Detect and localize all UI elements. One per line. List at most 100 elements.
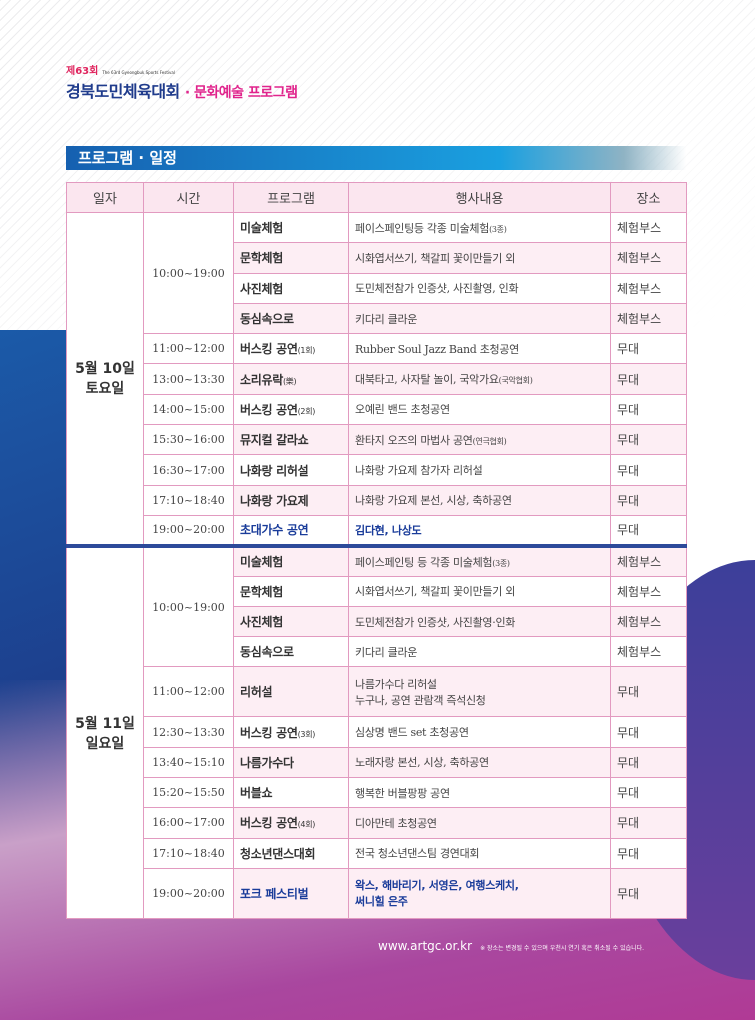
- table-row: 5월 11일 일요일 10:00~19:00 미술체험 페이스페인팅 등 각종 미술체험…: [66, 543, 687, 919]
- venue-cell: 무대: [610, 716, 687, 748]
- program-name: 미술체험: [240, 555, 283, 570]
- program-name: 사진체험: [240, 281, 283, 296]
- table-row: 19:00~20:00 포크 페스티벌 왁스, 해바리기, 서영은, 여행스케치, 써…: [67, 867, 687, 919]
- content-text-line2: 누구나, 공연 관람객 즉석신청: [355, 693, 486, 707]
- content-cell: Rubber Soul Jazz Band 초청공연: [348, 333, 611, 365]
- program-name: 문학체험: [240, 584, 283, 599]
- content-text: 시화엽서쓰기, 책갈피 꽃이만들기 외: [355, 251, 516, 265]
- column-header: 일자: [66, 182, 144, 213]
- program-name: 버스킹 공연: [240, 342, 298, 357]
- venue-cell: 무대: [610, 424, 687, 456]
- program-cell: 동심속으로: [233, 302, 349, 335]
- column-header: 프로그램: [233, 182, 349, 213]
- content-text: 왁스, 해바리기, 서영은, 여행스케치,: [355, 879, 519, 893]
- content-text: 도민체전참가 인증샷, 사진촬영·인화: [355, 615, 516, 629]
- program-cell: 버스킹 공연(2회): [233, 393, 349, 426]
- content-cell: 나화랑 가요제 참가자 리허설: [348, 454, 611, 486]
- program-name: 동심속으로: [240, 312, 294, 327]
- content-cell: 페이스페인팅 등 각종 미술체험(3종): [348, 543, 611, 577]
- content-cell: 전국 청소년댄스팀 경연대회: [348, 837, 611, 869]
- program-cell: 포크 페스티벌: [233, 867, 349, 919]
- footer-note: ※ 장소는 변경될 수 있으며 우천시 연기 혹은 취소될 수 있습니다.: [480, 945, 645, 952]
- program-note: (樂): [282, 376, 297, 386]
- time-cell: 19:00~20:00: [143, 867, 234, 919]
- content-cell: 도민체전참가 인증샷, 사진촬영, 인화: [348, 272, 611, 304]
- footer: www.artgc.or.kr ※ 장소는 변경될 수 있으며 우천시 연기 혹은…: [378, 939, 708, 953]
- content-text: 키다리 클라운: [355, 312, 418, 326]
- content-text: 김다현, 나상도: [355, 523, 422, 537]
- program-name: 리허설: [240, 685, 273, 700]
- content-cell: 시화엽서쓰기, 책갈피 꽃이만들기 외: [348, 575, 611, 607]
- program-name: 버스킹 공연: [240, 402, 298, 417]
- program-name: 나름가수다: [240, 755, 294, 770]
- venue-cell: 체험부스: [610, 211, 687, 244]
- schedule-table: 일자 시간 프로그램 행사내용 장소 5월 10일 토요일 10:00~19:00 미술체험 페…: [66, 182, 687, 919]
- table-row: 15:20~15:50 버블쇼 행복한 버블팡팡 공연 무대: [67, 777, 687, 809]
- table-row: 17:10~18:40 청소년댄스대회 전국 청소년댄스팀 경연대회 무대: [67, 837, 687, 869]
- program-cell: 소리유락(樂): [233, 363, 349, 395]
- program-cell: 뮤지컬 갈라쇼: [233, 424, 349, 456]
- date-cell: 5월 10일 토요일: [66, 211, 144, 547]
- program-cell: 초대가수 공연: [233, 514, 349, 547]
- venue-cell: 무대: [610, 393, 687, 426]
- program-name: 버블쇼: [240, 786, 273, 801]
- content-text: 시화엽서쓰기, 책갈피 꽃이만들기 외: [355, 585, 516, 599]
- program-cell: 버스킹 공연(4회): [233, 807, 349, 839]
- content-text-line2: 써니힐 은주: [355, 895, 408, 909]
- venue-cell: 체험부스: [610, 272, 687, 304]
- time-cell: 13:00~13:30: [143, 363, 234, 395]
- content-cell: 오예린 밴드 초청공연: [348, 393, 611, 426]
- content-text: 나름가수다 리허설: [355, 677, 437, 691]
- table-row: 15:30~16:00 뮤지컬 갈라쇼 환타지 오즈의 마법사 공연(연극협회) 무대: [67, 424, 687, 456]
- time-cell: 17:10~18:40: [143, 484, 234, 516]
- venue-cell: 무대: [610, 454, 687, 486]
- venue-cell: 무대: [610, 333, 687, 365]
- content-cell: 키다리 클라운: [348, 636, 611, 668]
- table-row: 5월 10일 토요일 10:00~19:00 미술체험 페이스페인팅등 각종 미술체험(…: [66, 211, 687, 547]
- program-cell: 동심속으로: [233, 636, 349, 668]
- column-header: 장소: [610, 182, 687, 213]
- venue-cell: 무대: [610, 746, 687, 779]
- table-row: 12:30~13:30 버스킹 공연(3회) 심상명 밴드 set 초청공연 무대: [67, 716, 687, 748]
- program-cell: 리허설: [233, 666, 349, 718]
- content-text: 행복한 버블팡팡 공연: [355, 786, 450, 800]
- venue-cell: 무대: [610, 484, 687, 516]
- content-text: 전국 청소년댄스팀 경연대회: [355, 847, 480, 861]
- table-row: 13:00~13:30 소리유락(樂) 대북타고, 사자탈 놀이, 국악가요(국악협…: [67, 363, 687, 395]
- program-cell: 문학체험: [233, 575, 349, 607]
- website-link[interactable]: www.artgc.or.kr: [378, 939, 473, 953]
- content-text: 도민체전참가 인증샷, 사진촬영, 인화: [355, 282, 519, 296]
- edition-sub: The 63rd Gyeongbuk Sports Festival: [102, 70, 175, 75]
- venue-cell: 무대: [610, 867, 687, 919]
- date: 5월 10일: [75, 361, 135, 378]
- program-name: 나화랑 가요제: [240, 493, 309, 508]
- time-cell: 17:10~18:40: [143, 837, 234, 869]
- program-cell: 나화랑 가요제: [233, 484, 349, 516]
- time-cell: 10:00~19:00: [143, 543, 234, 668]
- program-cell: 문학체험: [233, 242, 349, 274]
- content-cell: 도민체전참가 인증샷, 사진촬영·인화: [348, 605, 611, 638]
- venue-cell: 체험부스: [610, 605, 687, 638]
- time-cell: 14:00~15:00: [143, 393, 234, 426]
- program-note: (3회): [297, 729, 316, 739]
- program-name: 소리유락: [240, 372, 283, 387]
- content-cell: 시화엽서쓰기, 책갈피 꽃이만들기 외: [348, 242, 611, 274]
- content-text: 오예린 밴드 초청공연: [355, 403, 450, 417]
- table-row: 13:40~15:10 나름가수다 노래자랑 본선, 시상, 축하공연 무대: [67, 746, 687, 779]
- venue-cell: 체험부스: [610, 302, 687, 335]
- program-name: 동심속으로: [240, 645, 294, 660]
- program-name: 뮤지컬 갈라쇼: [240, 433, 309, 448]
- content-cell: 대북타고, 사자탈 놀이, 국악가요(국악협회): [348, 363, 611, 395]
- content-note: (국악협회): [498, 376, 533, 386]
- program-name: 초대가수 공연: [240, 523, 309, 538]
- program-cell: 나름가수다: [233, 746, 349, 779]
- venue-cell: 무대: [610, 666, 687, 718]
- venue-cell: 무대: [610, 777, 687, 809]
- table-row: 11:00~12:00 버스킹 공연(1회) Rubber Soul Jazz Ba…: [67, 333, 687, 365]
- time-cell: 13:40~15:10: [143, 746, 234, 779]
- table-header: 일자 시간 프로그램 행사내용 장소: [66, 182, 687, 213]
- time-cell: 10:00~19:00: [143, 211, 234, 335]
- content-text: 디아만테 초청공연: [355, 816, 437, 830]
- content-text: 나화랑 가요제 참가자 리허설: [355, 464, 483, 478]
